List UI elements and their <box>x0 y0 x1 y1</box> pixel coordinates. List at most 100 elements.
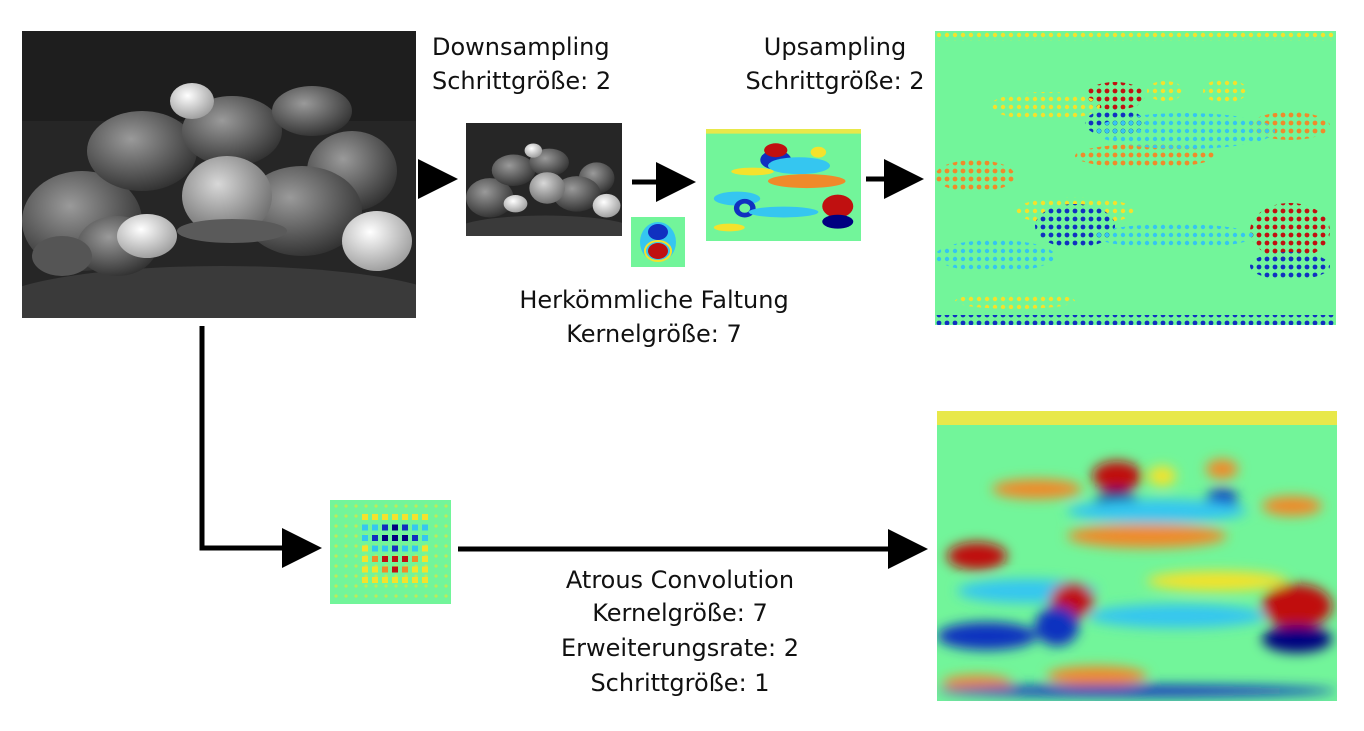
kernel-background-dot <box>414 594 418 598</box>
kernel-background-dot <box>394 504 398 508</box>
kernel-weight-cell <box>402 535 408 541</box>
kernel-weight-cell <box>362 545 368 552</box>
kernel-weight-cell <box>392 566 398 573</box>
kernel-background-dot <box>434 534 438 538</box>
kernel-weight-cell <box>372 577 378 583</box>
kernel-background-dot <box>354 524 358 528</box>
kernel-background-dot <box>334 504 338 508</box>
kernel-background-dot <box>444 554 448 558</box>
downsampled-image <box>466 123 622 236</box>
kernel-weight-cell <box>422 514 428 520</box>
kernel-background-dot <box>334 584 338 588</box>
kernel-weight-cell <box>402 545 408 552</box>
kernel-background-dot <box>404 584 408 588</box>
downsampling-stride: Schrittgröße: 2 <box>432 67 612 95</box>
kernel-background-dot <box>334 544 338 548</box>
kernel-background-dot <box>394 584 398 588</box>
kernel-weight-cell <box>402 566 408 573</box>
kernel-background-dot <box>384 574 388 578</box>
atrous-kernel-size: Kernelgröße: 7 <box>592 599 768 627</box>
kernel-background-dot <box>374 584 378 588</box>
kernel-weight-cell <box>372 545 378 552</box>
kernel-background-dot <box>334 594 338 598</box>
kernel-background-dot <box>434 594 438 598</box>
upsampling-title: Upsampling <box>763 33 907 61</box>
kernel-background-dot <box>354 544 358 548</box>
kernel-background-dot <box>354 504 358 508</box>
kernel-weight-cell <box>422 535 428 541</box>
conventional-feature-map <box>706 129 861 241</box>
kernel-background-dot <box>444 534 448 538</box>
kernel-background-dot <box>354 534 358 538</box>
kernel-weight-cell <box>372 524 378 531</box>
kernel-weight-cell <box>422 556 428 562</box>
kernel-weight-cell <box>422 566 428 573</box>
kernel-background-dot <box>394 594 398 598</box>
kernel-background-dot <box>444 584 448 588</box>
kernel-background-dot <box>344 564 348 568</box>
kernel-background-dot <box>444 594 448 598</box>
kernel-background-dot <box>404 504 408 508</box>
kernel-weight-cell <box>382 556 388 562</box>
kernel-weight-cell <box>392 556 398 562</box>
kernel-background-dot <box>434 544 438 548</box>
kernel-background-dot <box>414 574 418 578</box>
kernel-weight-cell <box>362 566 368 573</box>
kernel-background-dot <box>424 584 428 588</box>
kernel-background-dot <box>354 564 358 568</box>
kernel-background-dot <box>334 564 338 568</box>
arrow-to-atrous-kernel <box>199 326 322 568</box>
atrous-dilation-rate: Erweiterungsrate: 2 <box>560 634 800 662</box>
kernel-background-dot <box>424 574 428 578</box>
kernel-background-dot <box>354 584 358 588</box>
kernel-background-dot <box>344 534 348 538</box>
kernel-background-dot <box>434 504 438 508</box>
kernel-weight-cell <box>412 545 418 552</box>
kernel-weight-cell <box>392 514 398 520</box>
kernel-weight-cell <box>382 535 388 541</box>
kernel-background-dot <box>384 504 388 508</box>
kernel-weight-cell <box>382 566 388 573</box>
kernel-background-dot <box>434 574 438 578</box>
kernel-background-dot <box>424 594 428 598</box>
kernel-background-dot <box>374 504 378 508</box>
kernel-weight-cell <box>362 524 368 531</box>
kernel-background-dot <box>354 594 358 598</box>
kernel-background-dot <box>444 524 448 528</box>
kernel-background-dot <box>364 574 368 578</box>
kernel-background-dot <box>414 584 418 588</box>
kernel-background-dot <box>354 554 358 558</box>
kernel-background-dot <box>444 514 448 518</box>
input-image-peppers <box>22 31 416 318</box>
kernel-background-dot <box>414 504 418 508</box>
kernel-background-dot <box>434 554 438 558</box>
atrous-stride: Schrittgröße: 1 <box>590 669 770 697</box>
upsampling-stride: Schrittgröße: 2 <box>745 67 925 95</box>
kernel-weight-cell <box>382 514 388 520</box>
kernel-background-dot <box>434 514 438 518</box>
kernel-background-dot <box>364 504 368 508</box>
kernel-background-dot <box>434 524 438 528</box>
kernel-background-dot <box>444 574 448 578</box>
kernel-background-dot <box>374 594 378 598</box>
kernel-weight-cell <box>422 577 428 583</box>
kernel-background-dot <box>344 554 348 558</box>
kernel-weight-cell <box>392 577 398 583</box>
kernel-background-dot <box>354 514 358 518</box>
kernel-background-dot <box>364 584 368 588</box>
kernel-background-dot <box>424 504 428 508</box>
kernel-background-dot <box>384 584 388 588</box>
kernel-background-dot <box>344 544 348 548</box>
kernel-weight-cell <box>412 524 418 531</box>
kernel-weight-cell <box>382 524 388 531</box>
kernel-background-dot <box>374 574 378 578</box>
downsampling-title: Downsampling <box>432 33 610 61</box>
conventional-kernel-size: Kernelgröße: 7 <box>566 320 742 348</box>
kernel-weight-cell <box>422 545 428 552</box>
kernel-background-dot <box>344 514 348 518</box>
kernel-background-dot <box>354 574 358 578</box>
kernel-weight-cell <box>412 577 418 583</box>
kernel-weight-cell <box>362 577 368 583</box>
kernel-weight-cell <box>392 535 398 541</box>
